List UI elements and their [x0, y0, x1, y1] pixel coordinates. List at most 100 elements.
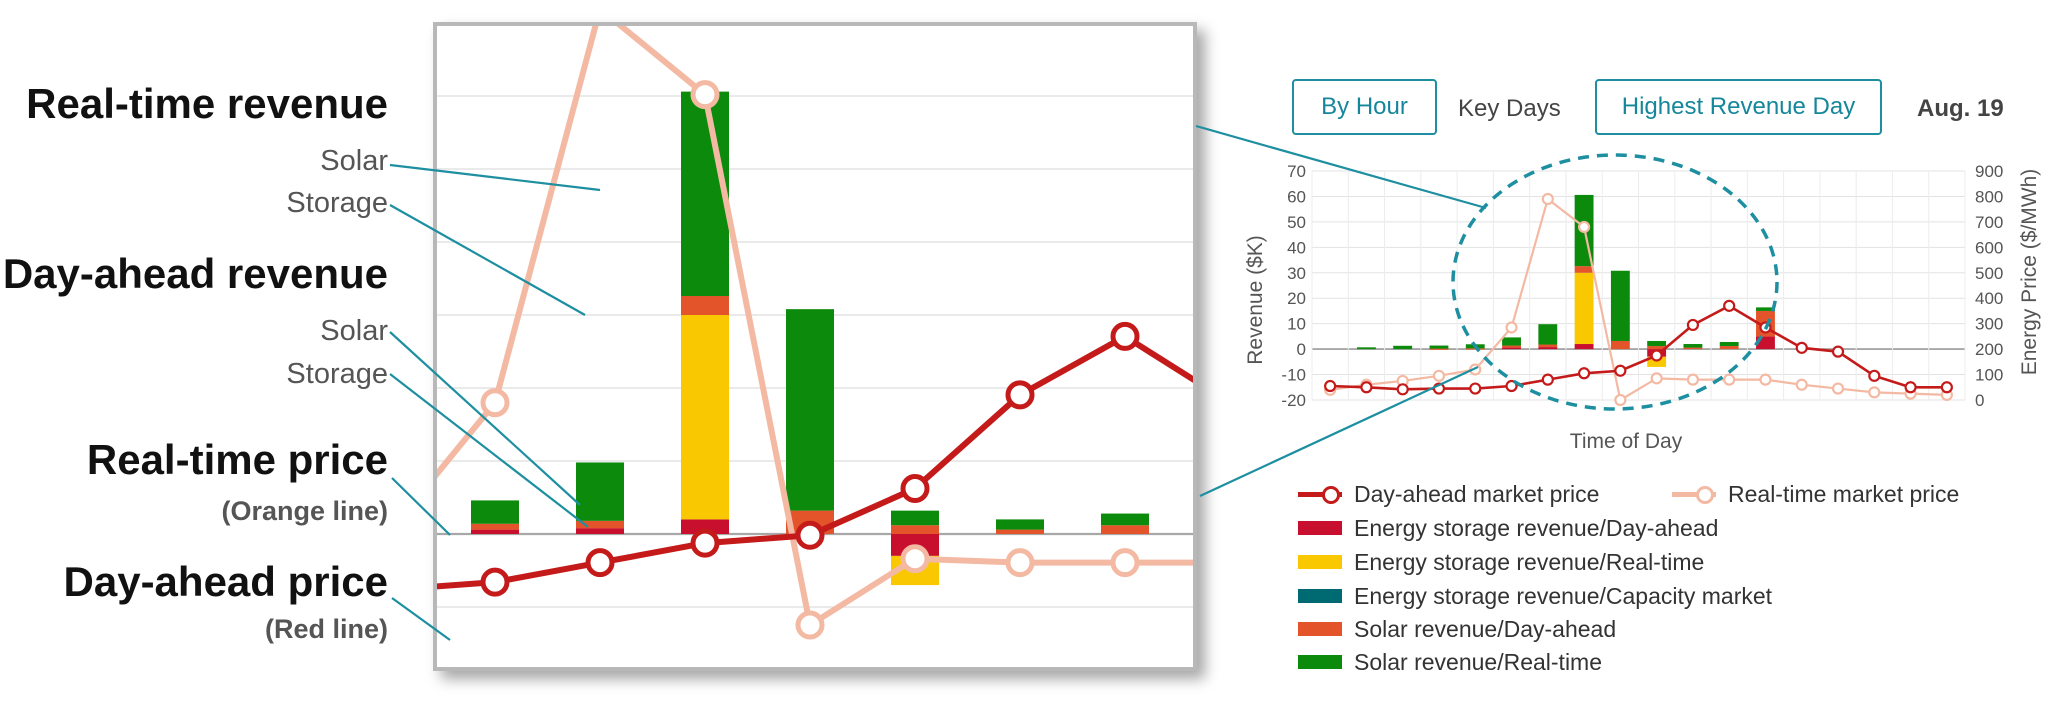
- da-price-point: [1650, 349, 1663, 362]
- zoom-rt-price-point: [588, 0, 612, 21]
- bar-segment: [1574, 344, 1594, 350]
- legend-label: Solar revenue/Real-time: [1354, 648, 1603, 675]
- zoom-rt-price-point: [900, 544, 930, 574]
- da-price-point: [1940, 381, 1953, 394]
- legend: Day-ahead market price Real-time market …: [1298, 478, 2018, 708]
- callout-line: [389, 331, 581, 506]
- y-tick-label: 60: [1287, 187, 1306, 206]
- legend-swatch-solar-rt: [1298, 655, 1342, 669]
- rt-price-point: [1541, 192, 1554, 206]
- zoom-bar-segment: [1101, 525, 1149, 534]
- legend-label: Energy storage revenue/Capacity market: [1354, 582, 1773, 609]
- legend-item-solar-da[interactable]: Solar revenue/Day-ahead: [1298, 613, 1616, 645]
- legend-item-storage-rt[interactable]: Energy storage revenue/Real-time: [1298, 546, 1704, 578]
- key-days-label[interactable]: Key Days: [1458, 95, 1561, 122]
- rt-price-point: [1723, 373, 1736, 386]
- y2-tick-label: 200: [1975, 340, 2003, 359]
- legend-label: Real-time market price: [1728, 480, 1960, 507]
- bar-segment: [1647, 356, 1667, 367]
- callout-line: [1199, 366, 1479, 497]
- y2-tick-label: 400: [1975, 289, 2003, 308]
- zoom-bar-segment: [471, 529, 519, 534]
- zoom-rt-price-point: [690, 80, 720, 110]
- callout-line: [389, 204, 586, 316]
- zoom-da-price-point: [585, 548, 615, 578]
- bar-segment: [1356, 347, 1376, 350]
- y-tick-label: 50: [1287, 213, 1306, 232]
- y2-tick-label: 600: [1975, 238, 2003, 257]
- zoom-bar-segment: [786, 309, 834, 511]
- legend-swatch-storage-cap: [1298, 589, 1342, 603]
- legend-label: Solar revenue/Day-ahead: [1354, 615, 1617, 642]
- bar-segment: [1683, 344, 1703, 348]
- rt-price-point: [1614, 393, 1627, 407]
- zoom-bar-segment: [891, 525, 939, 534]
- callout-line: [389, 373, 589, 528]
- zoom-bar-segment: [471, 523, 519, 530]
- rt-price-point: [1505, 321, 1518, 334]
- da-price-point: [1360, 381, 1373, 394]
- legend-label: Energy storage revenue/Day-ahead: [1354, 514, 1719, 541]
- y2-axis-title: Energy Price ($/MWh): [2018, 169, 2041, 376]
- rt-price-point: [1432, 369, 1446, 382]
- da-price-point: [1505, 379, 1518, 393]
- y-tick-label: 10: [1287, 315, 1306, 334]
- bar-segment: [1719, 346, 1739, 350]
- y-tick-label: -10: [1281, 366, 1306, 385]
- rt-price-point: [1868, 386, 1881, 399]
- highest-revenue-day-button[interactable]: Highest Revenue Day: [1595, 79, 1882, 135]
- da-price-point: [1831, 345, 1845, 358]
- rt-price-point: [1577, 220, 1591, 234]
- legend-item-da-price[interactable]: Day-ahead market price: [1298, 478, 1599, 510]
- da-price-point: [1686, 318, 1700, 332]
- bar-segment: [1538, 324, 1558, 345]
- y-axis-title: Revenue ($K): [1244, 235, 1267, 365]
- zoom-rt-price-line: [437, 26, 1193, 628]
- bar-segment: [1538, 347, 1558, 350]
- zoom-bar-segment: [681, 315, 729, 520]
- legend-item-solar-rt[interactable]: Solar revenue/Real-time: [1298, 646, 1602, 678]
- highlight-ellipse: [1451, 153, 1779, 411]
- callout-line: [1195, 124, 1487, 210]
- annotation-rt-solar: Solar: [320, 145, 388, 177]
- zoom-da-price-point: [900, 474, 930, 503]
- callout-line: [391, 477, 451, 536]
- legend-item-rt-price[interactable]: Real-time market price: [1672, 478, 1959, 510]
- zoom-rt-price-point: [795, 610, 825, 640]
- da-price-point: [1469, 382, 1482, 395]
- y2-tick-label: 0: [1975, 391, 1984, 410]
- y2-tick-label: 300: [1975, 315, 2003, 334]
- annotation-rt-revenue: Real-time revenue: [26, 80, 388, 127]
- annotation-da-solar: Solar: [320, 315, 388, 347]
- da-price-point: [1396, 383, 1409, 396]
- legend-item-storage-cap[interactable]: Energy storage revenue/Capacity market: [1298, 580, 1772, 612]
- bar-segment: [1429, 348, 1449, 350]
- annotation-da-storage: Storage: [286, 358, 388, 390]
- da-price-point: [1795, 341, 1808, 354]
- zoom-bar-segment: [996, 529, 1044, 534]
- mini-chart-axes: 706050403020100-10-209008007006005004003…: [1281, 162, 2003, 410]
- bar-segment: [1610, 270, 1630, 341]
- y-tick-label: -20: [1281, 391, 1306, 410]
- bar-segment: [1647, 340, 1667, 347]
- y2-tick-label: 700: [1975, 213, 2003, 232]
- bar-segment: [1683, 347, 1703, 350]
- by-hour-button[interactable]: By Hour: [1292, 79, 1437, 135]
- bar-segment: [1538, 344, 1558, 348]
- legend-item-storage-da[interactable]: Energy storage revenue/Day-ahead: [1298, 512, 1718, 544]
- bar-segment: [1502, 347, 1521, 350]
- y2-tick-label: 900: [1975, 162, 2003, 181]
- callout-lines: [389, 124, 1487, 641]
- bar-segment: [1429, 345, 1449, 349]
- rt-price-point: [1795, 378, 1808, 391]
- zoom-bar-segment: [681, 91, 729, 297]
- legend-swatch-storage-rt: [1298, 555, 1342, 569]
- zoom-da-price-line: [437, 333, 1193, 590]
- zoom-bar-segment: [471, 500, 519, 524]
- zoom-bar-segment: [576, 520, 624, 529]
- zoom-bar-segment: [1101, 513, 1149, 526]
- zoom-da-price-point: [690, 528, 720, 558]
- bar-segment: [1502, 345, 1521, 348]
- annotation-rt-price: Real-time price: [87, 436, 388, 483]
- annotation-rt-storage: Storage: [286, 187, 388, 219]
